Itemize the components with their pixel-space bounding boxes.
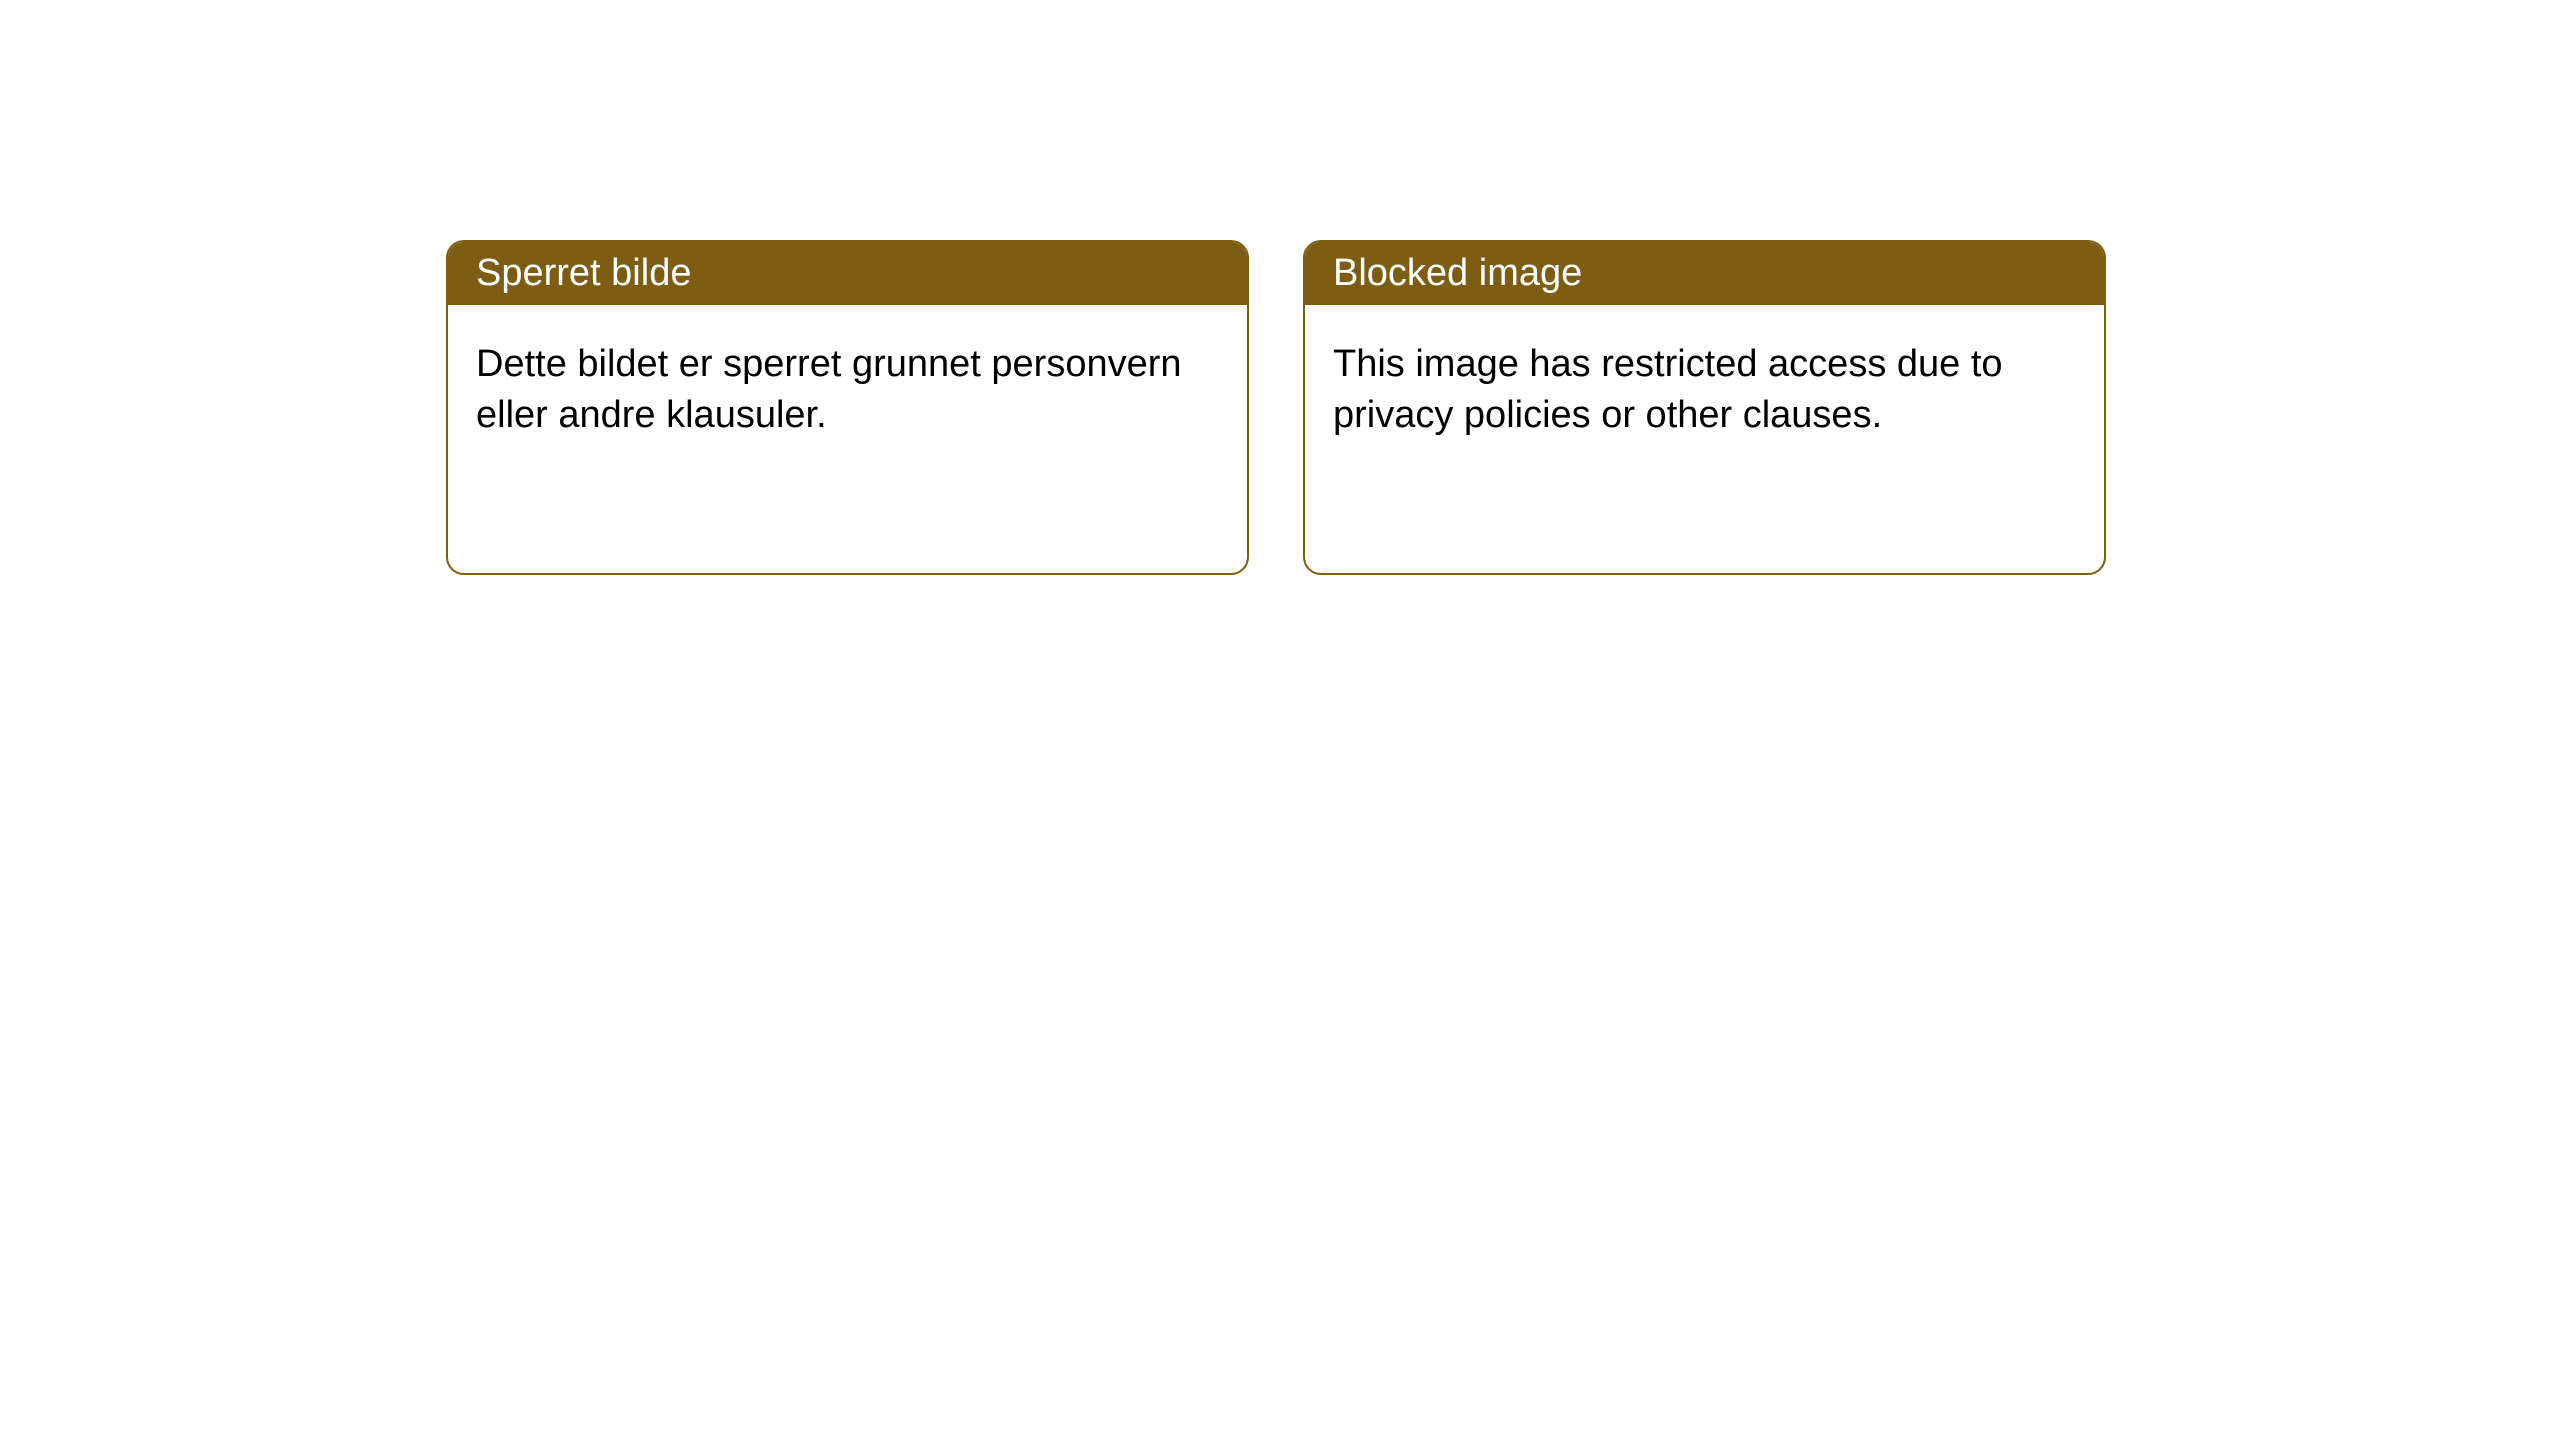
notice-header: Blocked image	[1305, 242, 2104, 305]
notice-header: Sperret bilde	[448, 242, 1247, 305]
notice-body: This image has restricted access due to …	[1305, 305, 2104, 476]
notice-message: Dette bildet er sperret grunnet personve…	[476, 343, 1182, 436]
notice-title: Blocked image	[1333, 252, 1582, 294]
notice-message: This image has restricted access due to …	[1333, 343, 2003, 436]
notice-card-english: Blocked image This image has restricted …	[1303, 240, 2106, 575]
notice-container: Sperret bilde Dette bildet er sperret gr…	[0, 0, 2560, 575]
notice-card-norwegian: Sperret bilde Dette bildet er sperret gr…	[446, 240, 1249, 575]
notice-title: Sperret bilde	[476, 252, 691, 294]
notice-body: Dette bildet er sperret grunnet personve…	[448, 305, 1247, 476]
